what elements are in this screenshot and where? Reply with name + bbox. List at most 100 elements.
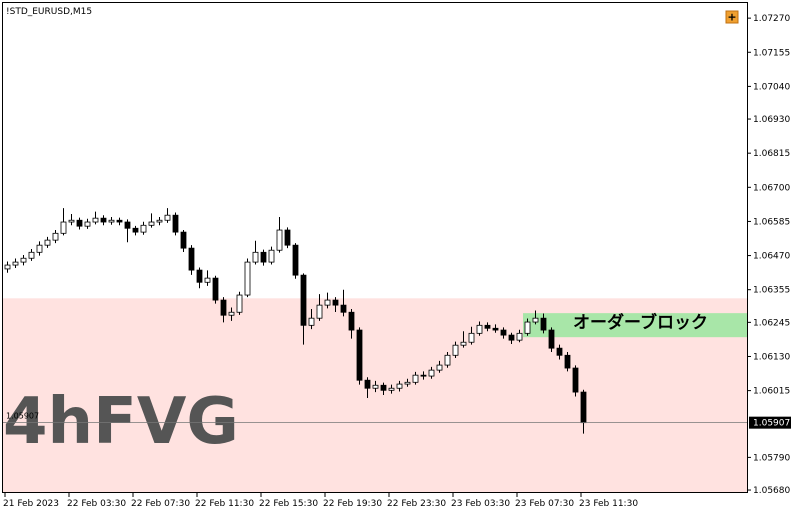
candle-body (108, 219, 115, 223)
candle-body (12, 261, 19, 266)
chart-title: !STD_EURUSD,M15 (6, 7, 92, 17)
candle-body (292, 244, 299, 276)
candle-body (20, 257, 27, 263)
candle-body (84, 221, 91, 227)
candle-body (316, 304, 323, 319)
candle-body (260, 251, 267, 263)
candle-body (372, 384, 379, 389)
candle-body (516, 332, 523, 341)
candle-body (444, 354, 451, 366)
candle-body (36, 244, 43, 253)
candle-body (564, 354, 571, 369)
candle-body (420, 374, 427, 377)
candle-body (356, 329, 363, 381)
x-tick-label: 21 Feb 2023 (3, 499, 59, 509)
candle-body (300, 274, 307, 326)
candle-body (220, 299, 227, 316)
candle-body (116, 219, 123, 223)
candle-body (4, 264, 11, 270)
candle-body (492, 327, 499, 331)
candle-body (340, 304, 347, 313)
y-tick-label: 1.06015 (753, 387, 790, 397)
x-tick-label: 22 Feb 07:30 (131, 499, 190, 509)
candle-body (308, 317, 315, 326)
candle-body (204, 277, 211, 283)
y-tick-label: 1.05790 (753, 453, 790, 463)
candle-body (164, 214, 171, 221)
candle-body (324, 299, 331, 306)
candle-body (156, 219, 163, 223)
y-tick-label: 1.06700 (753, 183, 790, 193)
zone (523, 313, 747, 338)
candle-body (428, 369, 435, 377)
candle-body (148, 221, 155, 226)
add-button-icon[interactable]: + (727, 11, 736, 24)
candle-body (52, 232, 59, 241)
y-tick-label: 1.06130 (753, 352, 790, 362)
x-tick-label: 22 Feb 03:30 (67, 499, 126, 509)
x-tick-label: 22 Feb 15:30 (259, 499, 318, 509)
current-price-box (749, 416, 791, 429)
y-tick-label: 1.06355 (753, 286, 790, 296)
candle-body (60, 221, 67, 234)
zone-label: オーダーブロック (573, 312, 708, 333)
candle-body (28, 251, 35, 259)
candle-body (124, 221, 131, 229)
candle-body (140, 224, 147, 233)
current-price-tag: 1.05907 (753, 419, 790, 429)
candle-body (244, 261, 251, 296)
candle-body (412, 374, 419, 383)
candle-body (252, 251, 259, 263)
candle-body (44, 239, 51, 246)
add-button[interactable] (725, 10, 739, 24)
x-tick-label: 22 Feb 23:30 (387, 499, 446, 509)
y-tick-label: 1.07270 (753, 14, 790, 24)
candle-body (476, 324, 483, 334)
candle-body (212, 277, 219, 301)
x-tick-label: 22 Feb 11:30 (195, 499, 254, 509)
candle-body (532, 317, 539, 323)
candle-body (380, 384, 387, 391)
y-tick-label: 1.05680 (753, 486, 790, 496)
current-price-label: 1.05907 (6, 412, 39, 421)
candle-body (460, 341, 467, 346)
candle-body (524, 321, 531, 334)
candle-body (196, 269, 203, 283)
y-tick-label: 1.07155 (753, 48, 790, 58)
candle-body (132, 227, 139, 233)
candle-body (268, 249, 275, 263)
candle-body (436, 364, 443, 371)
candle-body (548, 329, 555, 349)
candle-body (388, 387, 395, 391)
candle-body (76, 219, 83, 227)
y-tick-label: 1.06815 (753, 149, 790, 159)
chart-frame (2, 2, 748, 493)
x-tick-label: 23 Feb 03:30 (451, 499, 510, 509)
candle-body (540, 317, 547, 331)
candle-body (484, 324, 491, 329)
candle-body (276, 229, 283, 251)
candle-body (556, 347, 563, 356)
candle-body (92, 217, 99, 223)
zone-label: 4hFVG (3, 385, 239, 459)
y-tick-label: 1.06585 (753, 217, 790, 227)
candle-body (68, 219, 75, 223)
candle-body (404, 381, 411, 385)
candle-body (500, 329, 507, 336)
candle-body (172, 214, 179, 233)
candle-body (228, 311, 235, 316)
candle-body (508, 334, 515, 341)
x-tick-label: 23 Feb 11:30 (579, 499, 638, 509)
candle-body (100, 217, 107, 223)
candle-body (188, 247, 195, 271)
candle-body (364, 379, 371, 389)
x-tick-label: 22 Feb 19:30 (323, 499, 382, 509)
candle-body (572, 367, 579, 393)
y-tick-label: 1.07040 (753, 82, 790, 92)
candle-body (180, 231, 187, 249)
plot (4, 208, 587, 434)
candle-body (284, 229, 291, 246)
candle-body (236, 294, 243, 313)
candle-body (332, 299, 339, 306)
